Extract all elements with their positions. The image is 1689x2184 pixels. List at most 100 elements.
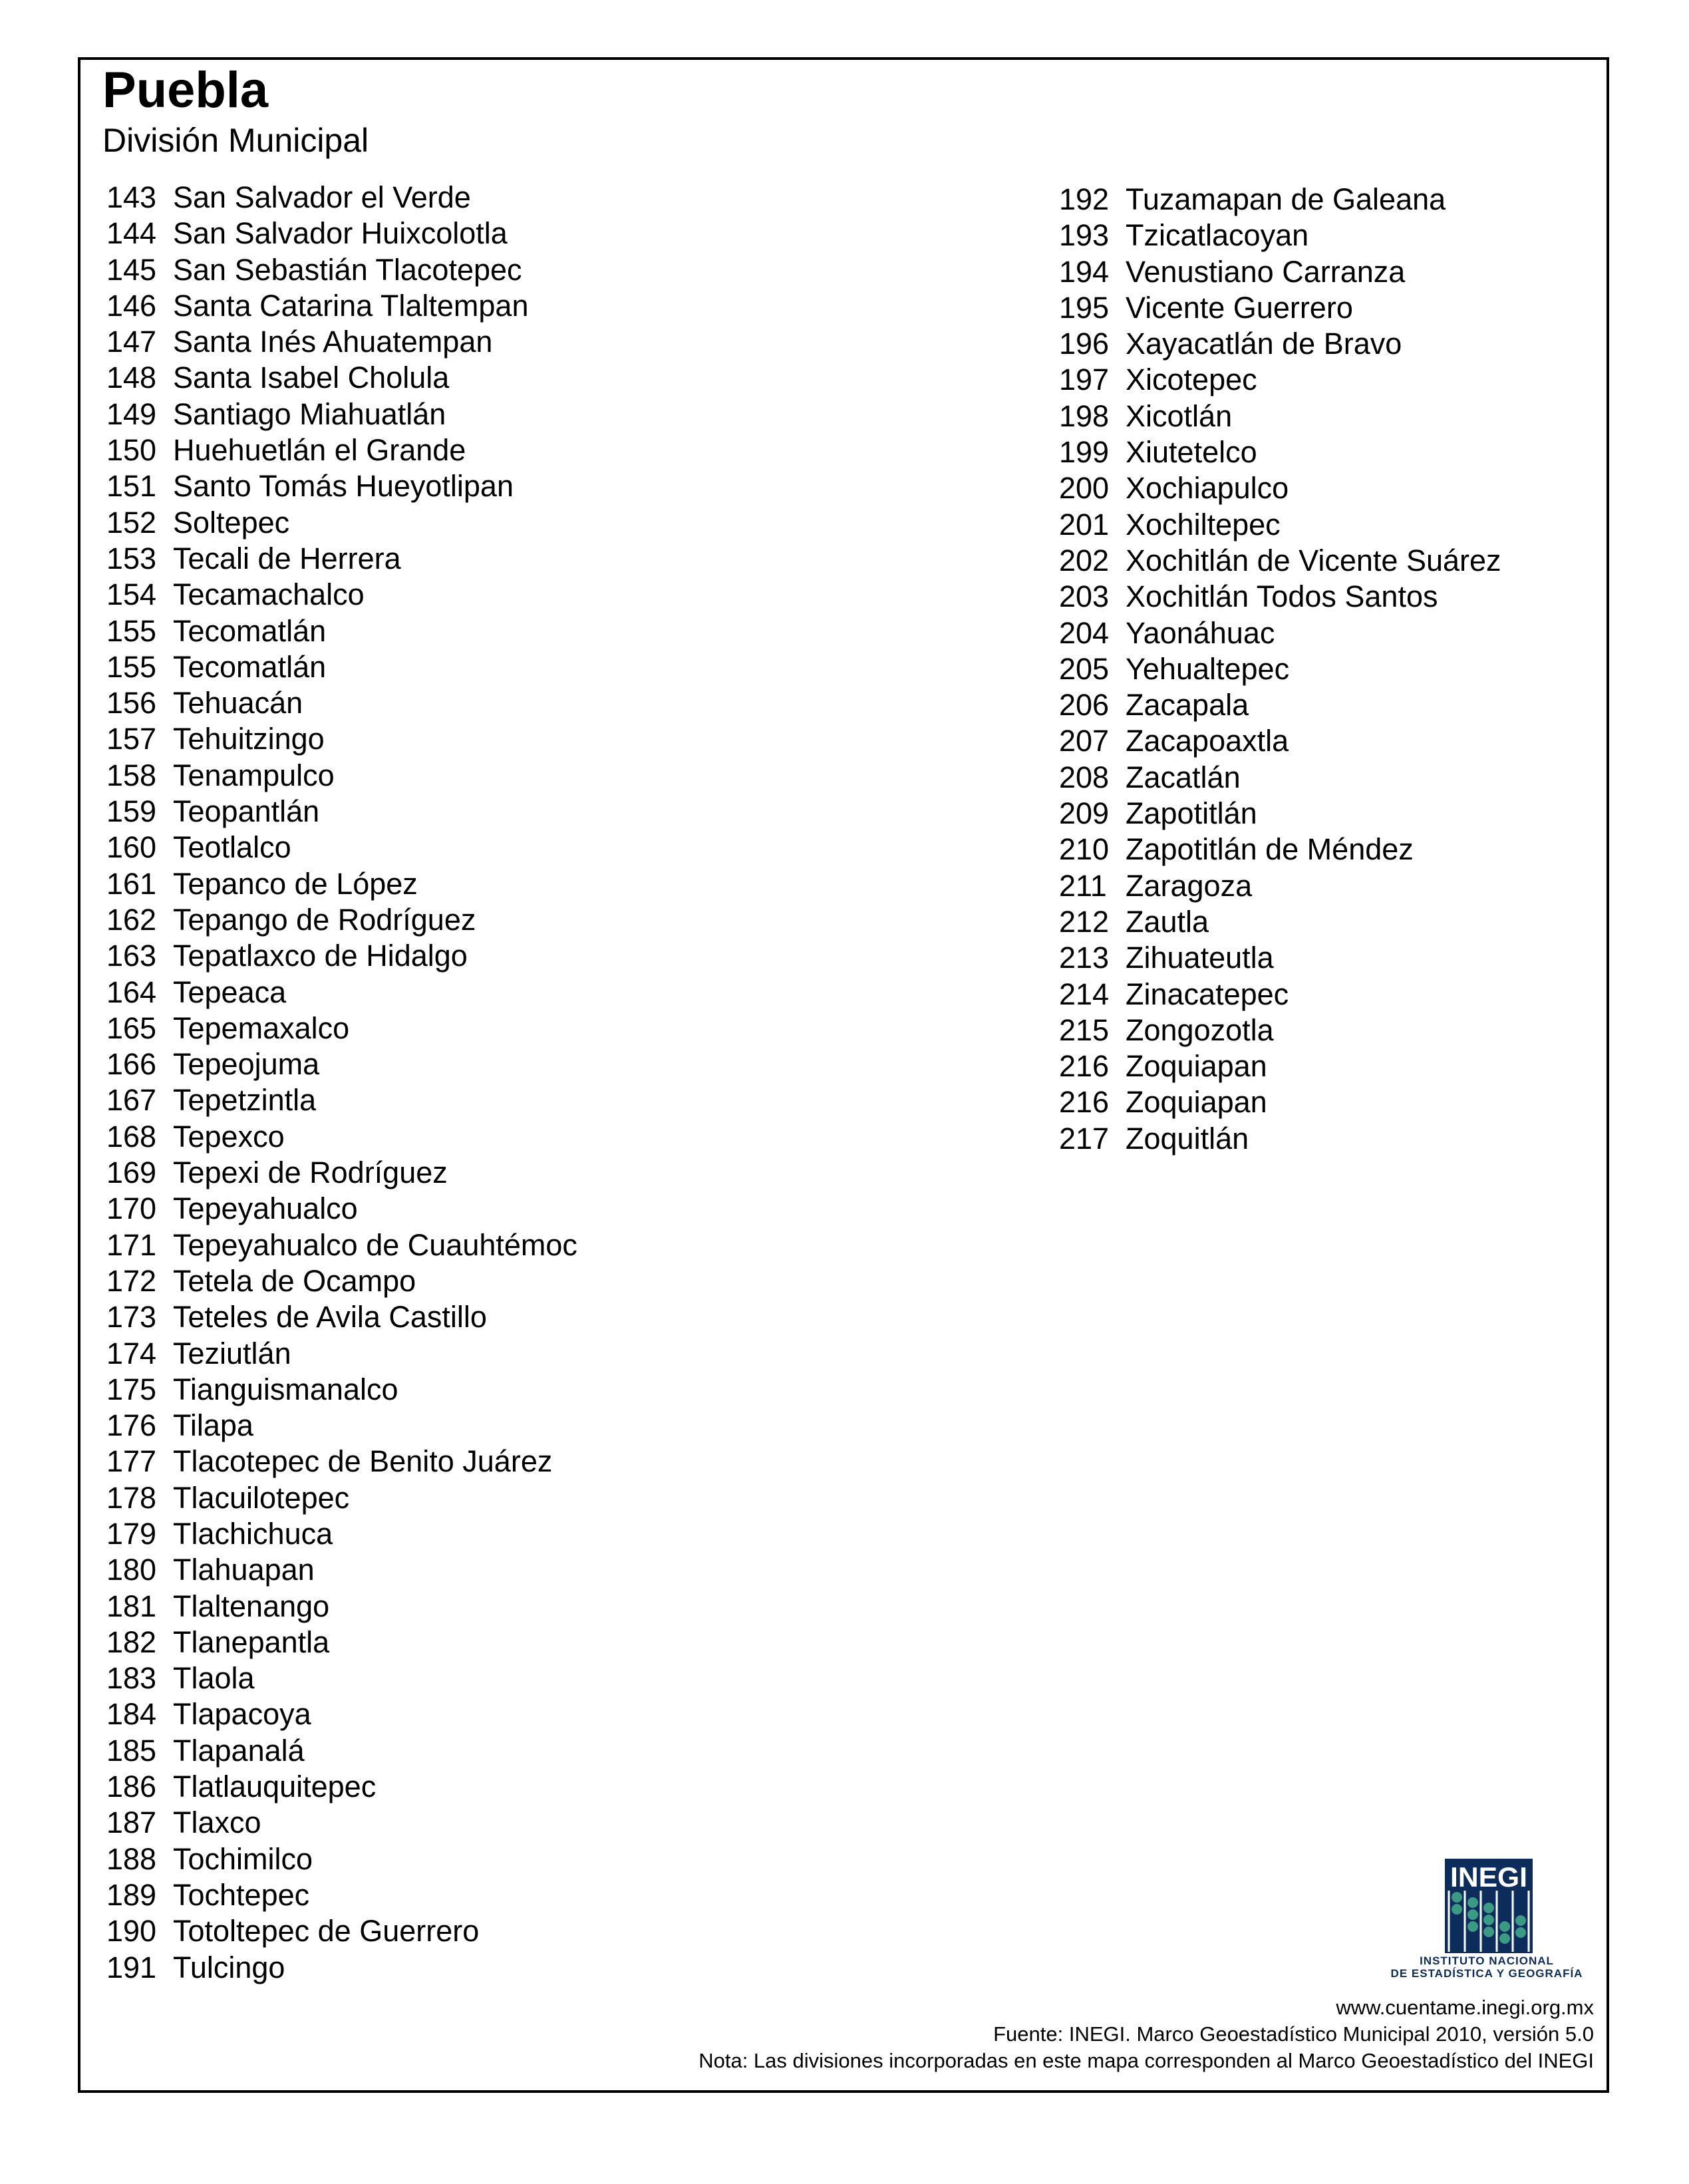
list-item: 145 San Sebastián Tlacotepec — [106, 252, 577, 288]
municipality-name: Tecomatlán — [173, 649, 327, 684]
municipality-number: 217 — [1059, 1121, 1110, 1156]
list-item: 209 Zapotitlán — [1059, 796, 1501, 832]
municipality-list-left: 143 San Salvador el Verde 144 San Salvador … — [106, 180, 577, 1986]
municipality-number: 153 — [106, 541, 157, 575]
municipality-name: Tlacotepec de Benito Juárez — [173, 1444, 553, 1479]
list-item: 208 Zacatlán — [1059, 760, 1501, 796]
footer-source: Fuente: INEGI. Marco Geoestadístico Muni… — [993, 2022, 1594, 2046]
municipality-name: Tilapa — [173, 1408, 253, 1443]
list-item: 215 Zongozotla — [1059, 1013, 1501, 1048]
municipality-number: 178 — [106, 1480, 157, 1515]
municipality-number: 182 — [106, 1625, 157, 1659]
logo-caption: INSTITUTO NACIONAL DE ESTADÍSTICA Y GEOG… — [1377, 1954, 1597, 1980]
municipality-number: 187 — [106, 1805, 157, 1840]
municipality-name: Yaonáhuac — [1126, 615, 1275, 650]
municipality-name: Tecamachalco — [173, 577, 365, 612]
list-item: 171 Tepeyahualco de Cuauhtémoc — [106, 1227, 577, 1263]
municipality-name: Zoquiapan — [1126, 1049, 1267, 1084]
list-item: 150 Huehuetlán el Grande — [106, 432, 577, 468]
list-item: 157 Tehuitzingo — [106, 721, 577, 757]
page-subtitle: División Municipal — [102, 122, 369, 159]
municipality-number: 173 — [106, 1300, 157, 1334]
municipality-name: Tochtepec — [173, 1877, 310, 1912]
list-item: 202 Xochitlán de Vicente Suárez — [1059, 543, 1501, 579]
list-item: 152 Soltepec — [106, 505, 577, 541]
list-item: 182 Tlanepantla — [106, 1625, 577, 1660]
list-item: 195 Vicente Guerrero — [1059, 290, 1501, 326]
municipality-number: 171 — [106, 1227, 157, 1262]
list-item: 164 Tepeaca — [106, 975, 577, 1011]
municipality-number: 203 — [1059, 579, 1110, 614]
municipality-number: 212 — [1059, 904, 1110, 939]
municipality-name: Santa Catarina Tlaltempan — [173, 288, 529, 323]
list-item: 213 Zihuateutla — [1059, 940, 1501, 976]
municipality-number: 214 — [1059, 977, 1110, 1011]
municipality-name: Xiutetelco — [1126, 435, 1257, 470]
municipality-number: 149 — [106, 396, 157, 431]
logo-caption-line1: INSTITUTO NACIONAL — [1420, 1954, 1554, 1967]
municipality-number: 164 — [106, 975, 157, 1009]
municipality-number: 172 — [106, 1263, 157, 1298]
municipality-number: 192 — [1059, 182, 1110, 216]
municipality-number: 155 — [106, 613, 157, 648]
municipality-number: 167 — [106, 1083, 157, 1118]
municipality-number: 161 — [106, 866, 157, 901]
municipality-name: Xochiapulco — [1126, 471, 1289, 506]
municipality-number: 194 — [1059, 254, 1110, 289]
svg-text:INEGI: INEGI — [1450, 1861, 1527, 1893]
list-item: 167 Tepetzintla — [106, 1082, 577, 1118]
footer-url[interactable]: www.cuentame.inegi.org.mx — [1336, 1996, 1594, 2019]
municipality-number: 199 — [1059, 435, 1110, 470]
municipality-name: Tlachichuca — [173, 1516, 333, 1551]
list-item: 153 Tecali de Herrera — [106, 541, 577, 577]
list-item: 175 Tianguismanalco — [106, 1372, 577, 1408]
municipality-number: 156 — [106, 686, 157, 720]
list-item: 211 Zaragoza — [1059, 868, 1501, 904]
municipality-name: San Sebastián Tlacotepec — [173, 252, 522, 287]
list-item: 156 Tehuacán — [106, 685, 577, 721]
municipality-number: 216 — [1059, 1085, 1110, 1120]
municipality-number: 185 — [106, 1733, 157, 1768]
municipality-name: Tepeyahualco — [173, 1191, 358, 1226]
list-item: 198 Xicotlán — [1059, 398, 1501, 434]
municipality-number: 162 — [106, 902, 157, 937]
list-item: 184 Tlapacoya — [106, 1696, 577, 1732]
municipality-name: Tlahuapan — [173, 1553, 315, 1587]
municipality-name: Tepeojuma — [173, 1047, 320, 1082]
municipality-name: Tlaltenango — [173, 1589, 330, 1623]
list-item: 173 Teteles de Avila Castillo — [106, 1299, 577, 1335]
municipality-name: Tenampulco — [173, 758, 335, 792]
municipality-number: 158 — [106, 758, 157, 792]
municipality-number: 143 — [106, 180, 157, 214]
municipality-name: Xochiltepec — [1126, 507, 1281, 542]
footer-note: Nota: Las divisiones incorporadas en est… — [698, 2049, 1594, 2072]
list-item: 194 Venustiano Carranza — [1059, 254, 1501, 290]
municipality-name: Tepanco de López — [173, 866, 418, 901]
municipality-name: Tecali de Herrera — [173, 541, 401, 575]
list-item: 190 Totoltepec de Guerrero — [106, 1913, 577, 1949]
municipality-number: 159 — [106, 794, 157, 829]
municipality-name: Zacatlán — [1126, 760, 1241, 794]
list-item: 191 Tulcingo — [106, 1950, 577, 1986]
municipality-number: 191 — [106, 1950, 157, 1984]
list-item: 205 Yehualtepec — [1059, 651, 1501, 687]
list-item: 168 Tepexco — [106, 1119, 577, 1155]
municipality-name: Xayacatlán de Bravo — [1126, 327, 1402, 361]
list-item: 189 Tochtepec — [106, 1877, 577, 1913]
municipality-number: 213 — [1059, 941, 1110, 975]
list-item: 212 Zautla — [1059, 904, 1501, 940]
municipality-number: 145 — [106, 252, 157, 287]
municipality-number: 216 — [1059, 1049, 1110, 1084]
municipality-name: Tuzamapan de Galeana — [1126, 182, 1446, 216]
municipality-name: Zoquiapan — [1126, 1085, 1267, 1120]
list-item: 158 Tenampulco — [106, 758, 577, 794]
municipality-name: San Salvador Huixcolotla — [173, 216, 508, 251]
municipality-name: Zongozotla — [1126, 1013, 1274, 1047]
municipality-name: Zacapala — [1126, 688, 1249, 722]
municipality-name: Tetela de Ocampo — [173, 1263, 416, 1298]
list-item: 180 Tlahuapan — [106, 1552, 577, 1588]
municipality-name: Tlacuilotepec — [173, 1480, 350, 1515]
municipality-number: 151 — [106, 469, 157, 504]
municipality-number: 200 — [1059, 471, 1110, 506]
municipality-name: Teopantlán — [173, 794, 320, 829]
